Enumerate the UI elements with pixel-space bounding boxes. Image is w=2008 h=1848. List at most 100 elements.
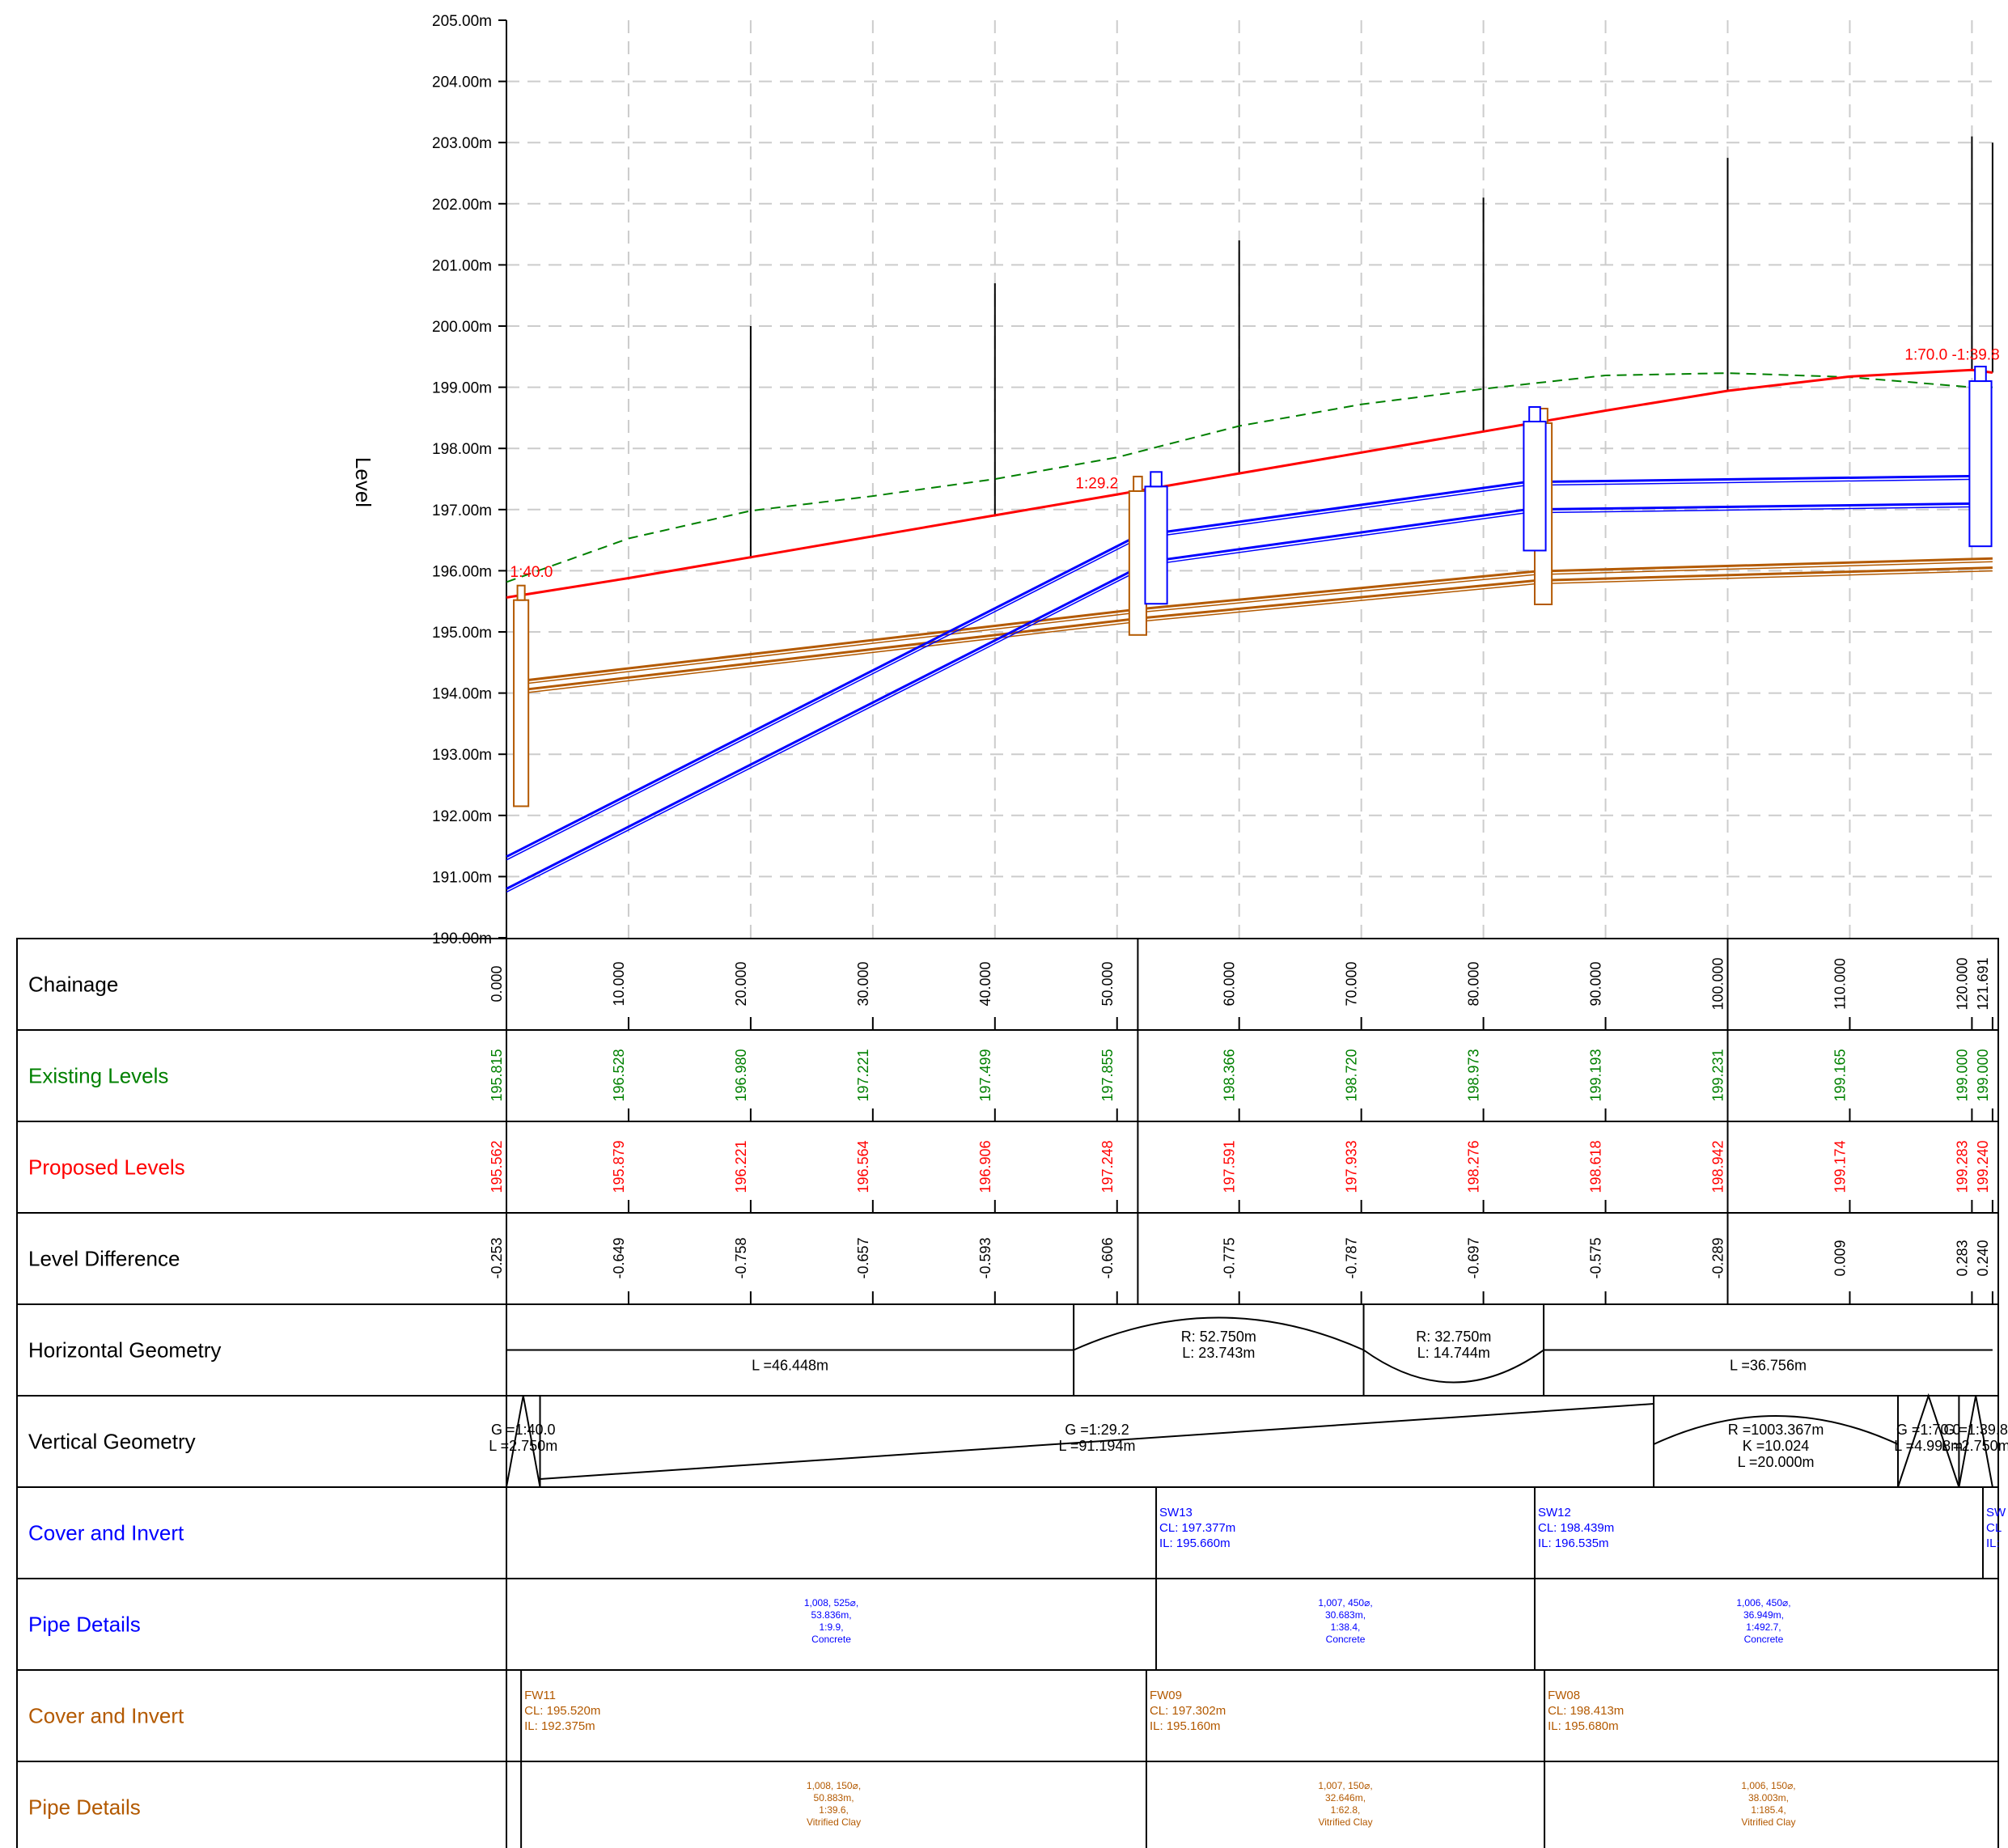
foul-pipe-detail-label: Vitrified Clay xyxy=(807,1816,861,1828)
storm-node-label: IL: xyxy=(1986,1536,2000,1550)
vgeom-label: L =91.194m xyxy=(1059,1438,1136,1454)
storm-pipe xyxy=(506,560,1151,890)
vgeom-grade xyxy=(540,1403,1654,1480)
band-label: Cover and Invert xyxy=(28,1521,184,1545)
band-value: -0.649 xyxy=(611,1237,627,1278)
storm-pipe xyxy=(1526,478,1985,486)
storm-node-label: CL: 198.439m xyxy=(1538,1521,1614,1535)
foul-node-label: FW08 xyxy=(1548,1689,1580,1702)
foul-pipe xyxy=(521,621,1138,694)
hgeom-label: L: 23.743m xyxy=(1182,1345,1255,1361)
level-axis: 205.00m 204.00m 203.00m 202.00m 201.00m 200.0… xyxy=(432,13,507,1848)
hgeom-label: L =36.756m xyxy=(1730,1358,1807,1374)
foul-pipe-detail-label: 1:185.4, xyxy=(1751,1804,1786,1816)
axis-tick-label: 201.00m xyxy=(432,257,492,274)
foul-pipe-detail-label: 1,006, 150⌀, xyxy=(1741,1780,1795,1791)
band-value: -0.775 xyxy=(1222,1237,1238,1278)
band-value: 198.618 xyxy=(1588,1140,1604,1193)
axis-tick-label: 194.00m xyxy=(432,686,492,703)
band-value: 195.879 xyxy=(611,1140,627,1193)
storm-node-label: SW12 xyxy=(1538,1506,1571,1520)
foul-pipe-detail-label: 1,008, 150⌀, xyxy=(807,1780,861,1791)
storm-node-label: SW13 xyxy=(1159,1506,1193,1520)
foul-pipe xyxy=(520,608,1138,682)
storm-pipe-detail-label: 1,006, 450⌀, xyxy=(1736,1597,1790,1609)
storm-pipe xyxy=(506,564,1150,893)
band-label: Vertical Geometry xyxy=(28,1430,196,1454)
axis-tick-label: 199.00m xyxy=(432,380,492,397)
foul-pipe xyxy=(1137,583,1536,623)
foul-node-label: IL: 195.680m xyxy=(1548,1719,1619,1733)
band-value: 90.000 xyxy=(1588,961,1604,1006)
storm-node-label: IL: 196.535m xyxy=(1538,1536,1609,1550)
foul-pipe-detail-label: 50.883m, xyxy=(814,1792,854,1803)
storm-pipe xyxy=(506,532,1150,861)
axis-tick-label: 196.00m xyxy=(432,563,492,580)
band-value: 70.000 xyxy=(1344,961,1360,1006)
band-value: -0.787 xyxy=(1344,1237,1360,1278)
grade-label: 1:70.0 -1:39.8 xyxy=(1904,347,1999,364)
band-value: 197.248 xyxy=(1099,1140,1116,1193)
storm-chamber-shaft xyxy=(1974,366,1987,383)
band-value: 40.000 xyxy=(977,961,993,1006)
foul-pipe xyxy=(1536,557,1993,573)
storm-pipe xyxy=(1150,485,1527,538)
storm-pipe xyxy=(1150,481,1527,536)
axis-tick-label: 202.00m xyxy=(432,197,492,214)
hgeom-label: L: 14.744m xyxy=(1417,1345,1490,1361)
band-value: 199.240 xyxy=(1975,1140,1991,1193)
storm-pipe-detail-label: Concrete xyxy=(1744,1634,1784,1645)
foul-pipe xyxy=(1137,570,1536,611)
storm-pipe-detail-label: Concrete xyxy=(811,1634,851,1645)
band-value: 199.231 xyxy=(1710,1049,1726,1101)
band-value: 197.933 xyxy=(1344,1140,1360,1193)
band-label: Pipe Details xyxy=(28,1613,141,1637)
foul-pipe-detail-label: 32.646m, xyxy=(1325,1792,1366,1803)
band-value: 80.000 xyxy=(1466,961,1482,1006)
storm-pipe-detail-label: 30.683m, xyxy=(1325,1609,1366,1621)
vgeom-grade xyxy=(1958,1395,1993,1488)
foul-node-label: FW11 xyxy=(524,1689,556,1702)
storm-pipe-detail-label: 36.949m, xyxy=(1743,1609,1784,1621)
vgeom-grade xyxy=(506,1395,541,1488)
proposed-ground-line xyxy=(506,368,1993,599)
storm-chamber xyxy=(1523,421,1547,552)
storm-pipe-detail-label: 1:38.4, xyxy=(1331,1621,1361,1633)
hgeom-label: R: 52.750m xyxy=(1181,1329,1256,1345)
foul-pipe-detail-label: 1:62.8, xyxy=(1331,1804,1361,1816)
band-value: 0.000 xyxy=(489,965,505,1002)
vgeom-grade xyxy=(1897,1392,1960,1488)
band-value: 30.000 xyxy=(855,961,871,1006)
axis-tick-label: 200.00m xyxy=(432,319,492,336)
axis-tick-label: 203.00m xyxy=(432,135,492,152)
axis-tick-label: 198.00m xyxy=(432,441,492,458)
storm-pipe xyxy=(1526,502,1985,511)
vgeom-label: L =2.750m xyxy=(489,1438,557,1454)
band-value: 199.174 xyxy=(1832,1140,1848,1193)
storm-node-label: CL xyxy=(1986,1521,2002,1535)
band-value: 0.240 xyxy=(1975,1240,1991,1276)
band-value: 196.528 xyxy=(611,1049,627,1101)
vgeom-label: R =1003.367m xyxy=(1728,1422,1824,1438)
band-value: 120.000 xyxy=(1954,957,1970,1010)
band-value: 50.000 xyxy=(1099,961,1116,1006)
band-label: Proposed Levels xyxy=(28,1155,185,1180)
band-value: 199.000 xyxy=(1975,1049,1991,1101)
axis-tick-label: 192.00m xyxy=(432,808,492,825)
band-value: 199.193 xyxy=(1588,1049,1604,1101)
band-value: 110.000 xyxy=(1832,958,1848,1010)
vgeom-label: L =2.750m xyxy=(1942,1438,2008,1454)
storm-pipe-detail-label: 1:492.7, xyxy=(1746,1621,1781,1633)
foul-pipe xyxy=(1536,566,1993,582)
storm-chamber-shaft xyxy=(1528,406,1541,423)
vgeom-label: G =1:39.8 xyxy=(1943,1422,2008,1438)
band-value: 198.942 xyxy=(1710,1140,1726,1193)
storm-chamber xyxy=(1144,485,1168,605)
foul-chamber xyxy=(1128,490,1147,636)
vgeom-curve xyxy=(1653,1415,1899,1445)
band-value: 197.499 xyxy=(977,1049,993,1101)
storm-pipe-detail-label: Concrete xyxy=(1326,1634,1366,1645)
band-value: 198.366 xyxy=(1222,1049,1238,1101)
foul-node-label: IL: 192.375m xyxy=(524,1719,595,1733)
